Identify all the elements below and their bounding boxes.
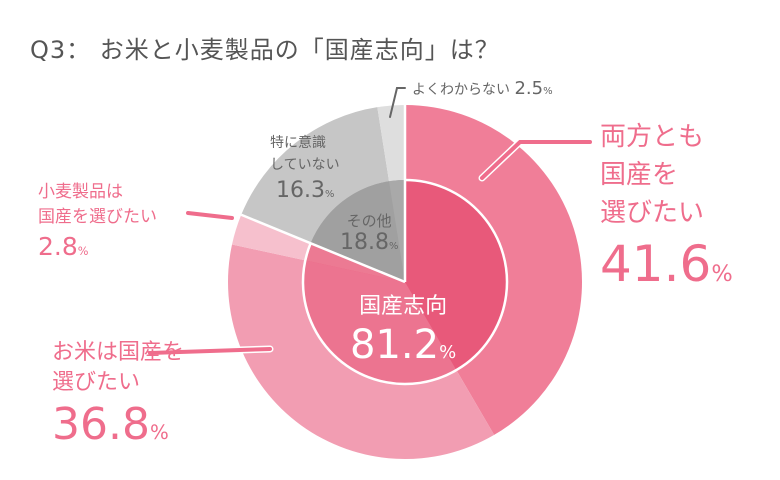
leader-line	[186, 211, 234, 220]
leader-line	[480, 140, 592, 180]
chart-title: Q3： お米と小麦製品の「国産志向」は？	[30, 36, 500, 64]
pct: %	[439, 342, 457, 363]
pct: %	[324, 189, 335, 200]
label-wheat: 小麦製品は 国産を選びたい 2.8%	[38, 180, 157, 269]
leader-line	[148, 347, 272, 355]
label-rice: お米は国産を 選びたい 36.8%	[52, 338, 184, 460]
label-text: 国産を選びたい	[38, 207, 157, 227]
value-both: 41.6	[600, 235, 712, 293]
slice-inner-part-1	[303, 260, 457, 384]
label-text: 選びたい	[52, 370, 141, 395]
pct: %	[543, 86, 553, 97]
label-text: 選びたい	[600, 198, 705, 228]
pct: %	[77, 245, 89, 258]
value-unknown: 2.5	[514, 78, 544, 99]
label-text: よくわからない	[412, 82, 510, 98]
slice-inner-part-3	[310, 181, 405, 282]
label-text: 国産を	[600, 160, 679, 190]
label-unknown: よくわからない 2.5%	[412, 78, 553, 99]
label-text: 国産志向	[359, 294, 448, 319]
label-text: お米は国産を	[52, 340, 185, 365]
value-wheat: 2.8	[38, 232, 78, 261]
label-text: その他	[346, 212, 392, 230]
label-text: 小麦製品は	[38, 182, 123, 202]
value-none: 16.3	[276, 178, 325, 203]
label-text: 特に意識	[270, 135, 326, 151]
pct: %	[711, 261, 733, 287]
label-both: 両方とも 国産を 選びたい 41.6%	[600, 118, 733, 306]
value-domestic: 81.2	[350, 322, 440, 368]
label-none: 特に意識 していない 16.3%	[270, 132, 340, 210]
slice-inner-part-0	[405, 180, 507, 371]
label-text: していない	[270, 157, 340, 173]
label-domestic: 国産志向 81.2%	[350, 292, 456, 376]
value-rice: 36.8	[52, 399, 150, 450]
divider	[240, 213, 406, 284]
label-other: その他 18.8%	[340, 210, 398, 258]
pct: %	[388, 241, 399, 252]
pct: %	[149, 421, 169, 444]
value-other: 18.8	[340, 230, 389, 255]
inner-ring-outline	[301, 178, 509, 386]
leader-line	[389, 87, 406, 118]
slice-inner-part-4	[389, 180, 405, 282]
label-text: 両方とも	[600, 122, 705, 152]
